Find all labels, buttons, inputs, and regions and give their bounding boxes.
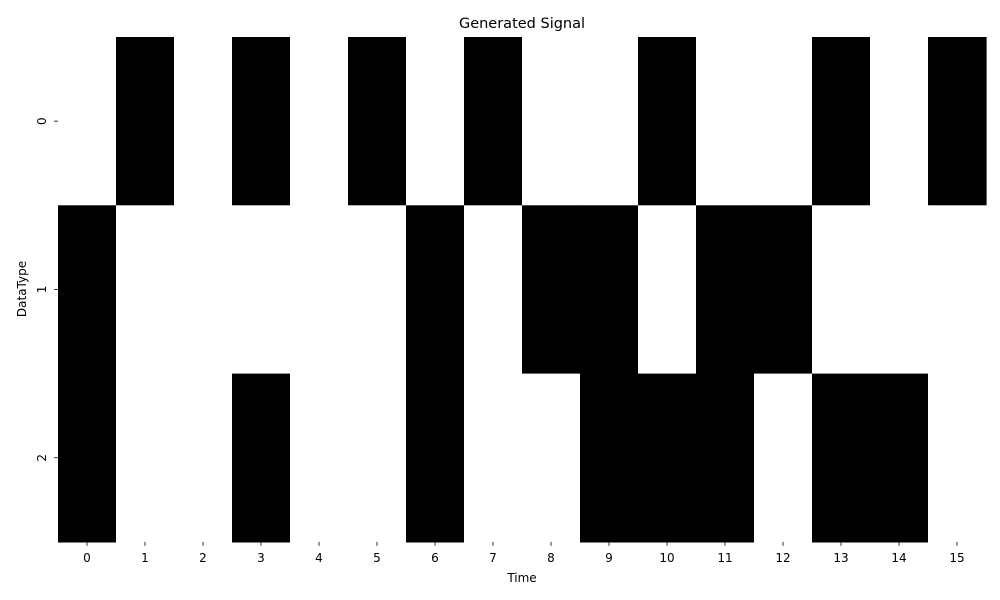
heatmap-cell-r2-c5 [348,373,407,543]
heatmap-cell-r2-c1 [116,373,175,543]
heatmap-cell-r2-c11 [696,373,755,543]
heatmap-cell-r0-c6 [406,37,465,206]
heatmap-cell-r0-c13 [812,37,871,206]
heatmap-cell-r1-c2 [174,205,233,375]
heatmap-cell-r2-c6 [406,373,465,543]
x-tick-label: 15 [949,551,964,565]
chart-title: Generated Signal [459,16,585,32]
heatmap-cells [58,37,987,543]
heatmap-cell-r2-c9 [580,373,639,543]
heatmap-cell-r1-c6 [406,205,465,375]
heatmap-cell-r0-c10 [638,37,697,206]
heatmap-cell-r0-c11 [696,37,755,206]
x-tick-label: 12 [775,551,790,565]
heatmap-cell-r0-c3 [232,37,291,206]
heatmap-cell-r1-c3 [232,205,291,375]
x-axis-title: Time [506,571,536,585]
heatmap-cell-r1-c12 [754,205,813,375]
heatmap-cell-r2-c14 [870,373,929,543]
x-tick-label: 9 [605,551,613,565]
heatmap-cell-r0-c2 [174,37,233,206]
heatmap-cell-r2-c0 [58,373,117,543]
heatmap-cell-r1-c14 [870,205,929,375]
x-tick-label: 8 [547,551,555,565]
heatmap-cell-r0-c1 [116,37,175,206]
heatmap-cell-r1-c9 [580,205,639,375]
heatmap-cell-r2-c15 [928,373,987,543]
heatmap-cell-r2-c13 [812,373,871,543]
y-tick-label: 0 [35,117,49,125]
x-tick-label: 3 [257,551,265,565]
heatmap-cell-r0-c14 [870,37,929,206]
heatmap-cell-r0-c15 [928,37,987,206]
x-tick-label: 6 [431,551,439,565]
heatmap-cell-r0-c7 [464,37,523,206]
x-axis-ticks: 0 1 2 3 4 5 6 7 8 9 10 11 12 13 14 15 [83,541,965,565]
x-tick-label: 2 [199,551,207,565]
y-axis-title: DataType [15,261,29,317]
x-tick-label: 11 [717,551,732,565]
heatmap-cell-r2-c10 [638,373,697,543]
heatmap-cell-r2-c8 [522,373,581,543]
y-tick-label: 1 [35,286,49,294]
heatmap-cell-r1-c0 [58,205,117,375]
heatmap-cell-r1-c13 [812,205,871,375]
heatmap-cell-r2-c2 [174,373,233,543]
x-tick-label: 5 [373,551,381,565]
x-tick-label: 14 [891,551,906,565]
heatmap-cell-r1-c4 [290,205,349,375]
x-tick-label: 7 [489,551,497,565]
heatmap-cell-r0-c0 [58,37,117,206]
heatmap-cell-r0-c5 [348,37,407,206]
heatmap-cell-r1-c8 [522,205,581,375]
heatmap-cell-r1-c15 [928,205,987,375]
heatmap-cell-r0-c9 [580,37,639,206]
x-tick-label: 13 [833,551,848,565]
x-tick-label: 4 [315,551,323,565]
heatmap-cell-r0-c4 [290,37,349,206]
heatmap-cell-r2-c12 [754,373,813,543]
heatmap-cell-r1-c5 [348,205,407,375]
x-tick-label: 10 [659,551,674,565]
y-tick-label: 2 [35,454,49,462]
x-tick-label: 1 [141,551,149,565]
heatmap-cell-r1-c7 [464,205,523,375]
heatmap-cell-r1-c1 [116,205,175,375]
heatmap-cell-r1-c10 [638,205,697,375]
heatmap-cell-r0-c12 [754,37,813,206]
heatmap-cell-r2-c7 [464,373,523,543]
x-tick-label: 0 [83,551,91,565]
heatmap-cell-r1-c11 [696,205,755,375]
y-axis-ticks: 0 1 2 [35,117,58,462]
heatmap-cell-r2-c3 [232,373,291,543]
heatmap-cell-r0-c8 [522,37,581,206]
heatmap-cell-r2-c4 [290,373,349,543]
